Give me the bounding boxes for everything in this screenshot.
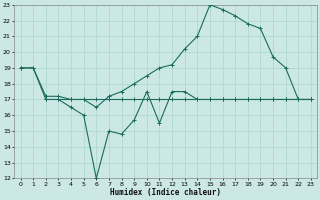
X-axis label: Humidex (Indice chaleur): Humidex (Indice chaleur) xyxy=(110,188,221,197)
